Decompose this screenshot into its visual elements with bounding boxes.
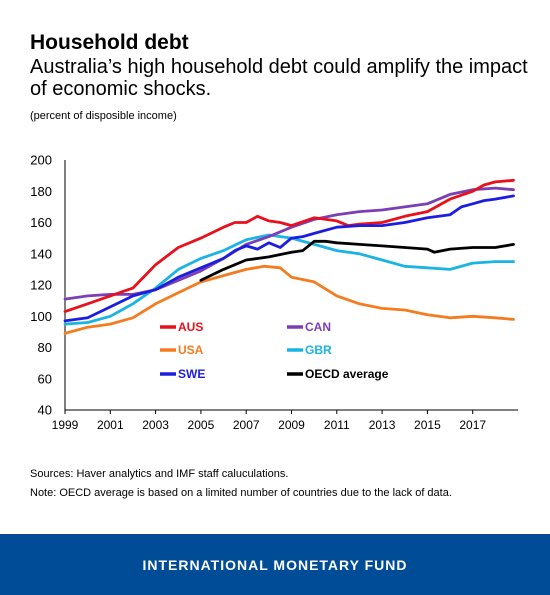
series-line-swe xyxy=(63,194,515,323)
y-tick-label: 40 xyxy=(38,403,52,418)
data-note: Note: OECD average is based on a limited… xyxy=(30,487,452,499)
x-tick-label: 2013 xyxy=(369,418,396,432)
x-tick-label: 2017 xyxy=(459,418,486,432)
legend-label-gbr: GBR xyxy=(305,343,332,357)
y-tick-label: 60 xyxy=(38,371,52,386)
series-line-aus xyxy=(63,178,515,314)
chart-title: Household debt xyxy=(30,31,189,54)
y-tick-label: 140 xyxy=(30,246,52,261)
imf-wordmark: INTERNATIONAL MONETARY FUND xyxy=(142,556,408,573)
x-tick-label: 2003 xyxy=(142,418,169,432)
legend-label-usa: USA xyxy=(178,343,204,357)
y-tick-label: 100 xyxy=(30,309,52,324)
x-tick-label: 2005 xyxy=(188,418,215,432)
y-tick-label: 80 xyxy=(38,340,52,355)
line-chart: 40 60 80 100 120 140 160 180 200 1999 2001 2003 2005… xyxy=(30,153,518,432)
series-line-can xyxy=(63,186,515,301)
x-tick-label: 2015 xyxy=(414,418,441,432)
y-tick-label: 200 xyxy=(30,153,52,168)
x-tick-label: 2009 xyxy=(278,418,305,432)
legend-label-aus: AUS xyxy=(178,320,203,334)
sources-note: Sources: Haver analytics and IMF staff c… xyxy=(30,468,289,480)
legend-label-swe: SWE xyxy=(178,367,205,381)
legend-label-oecd-average: OECD average xyxy=(305,367,389,381)
x-tick-label: 1999 xyxy=(52,418,79,432)
x-tick-label: 2011 xyxy=(324,418,350,432)
y-tick-label: 120 xyxy=(30,278,52,293)
y-tick-label: 180 xyxy=(30,184,52,199)
footer-bar: INTERNATIONAL MONETARY FUND xyxy=(0,534,550,595)
x-tick-label: 2001 xyxy=(97,418,124,432)
legend-label-can: CAN xyxy=(305,320,331,334)
series-line-oecd-average xyxy=(199,239,515,282)
x-tick-label: 2007 xyxy=(233,418,260,432)
series-line-gbr xyxy=(63,233,515,326)
series-line-usa xyxy=(63,264,515,335)
units-label: (percent of disposible income) xyxy=(30,110,177,122)
y-tick-label: 160 xyxy=(30,215,52,230)
chart-subtitle: Australia’s high household debt could am… xyxy=(30,56,528,100)
